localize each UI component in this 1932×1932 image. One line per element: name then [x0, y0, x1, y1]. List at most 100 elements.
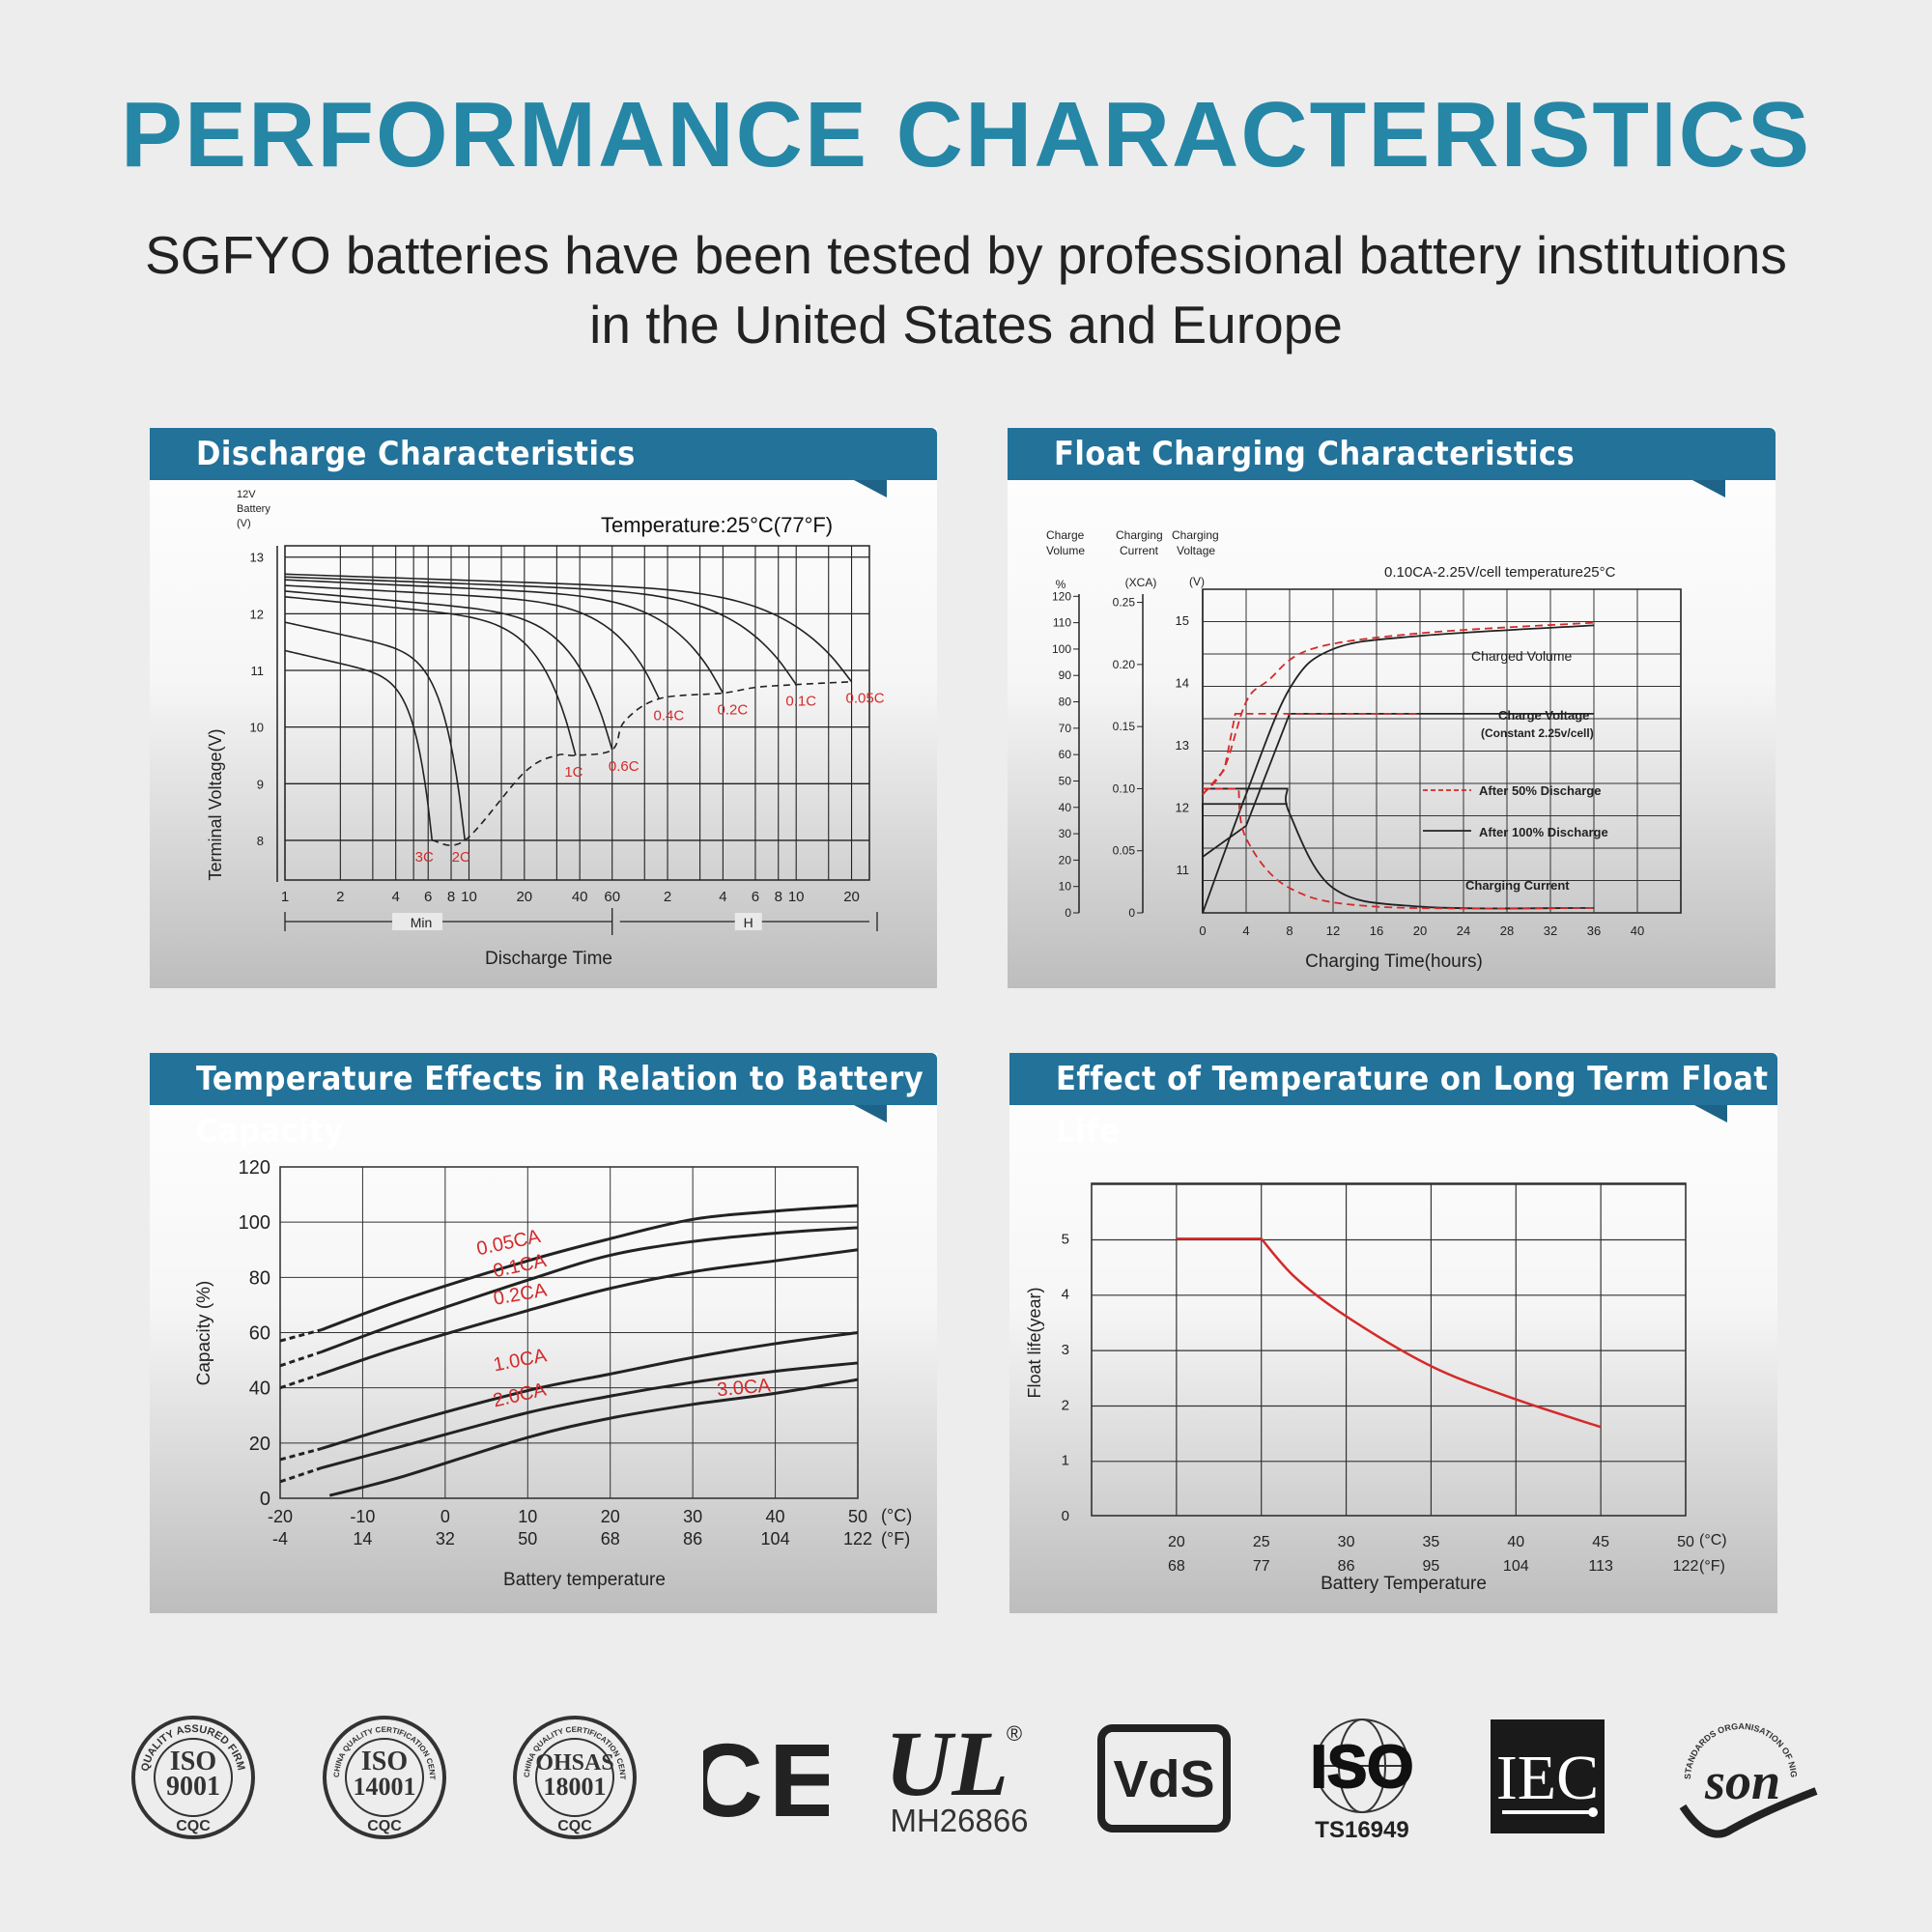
discharge-curve-0.4C: [284, 584, 661, 699]
volume-tick-label: 30: [1059, 827, 1072, 840]
axis-header: Current: [1120, 544, 1159, 557]
y-tick-label: 80: [249, 1267, 270, 1289]
current-tick-label: 0.25: [1113, 596, 1136, 610]
x-unit-c: (°C): [1699, 1532, 1727, 1548]
x-tick-label: 6: [424, 889, 432, 905]
x-unit-min: Min: [411, 915, 433, 930]
x-unit-h: H: [744, 915, 753, 930]
volume-tick-label: 120: [1052, 589, 1071, 603]
x-tick-label-f: 68: [601, 1529, 620, 1548]
x-tick-label: 10: [461, 889, 477, 905]
x-unit-c: (°C): [881, 1506, 912, 1525]
x-tick-label-f: 86: [683, 1529, 702, 1548]
x-tick-label: 16: [1370, 923, 1383, 938]
ce-mark: CE: [703, 1727, 829, 1833]
series-label: 1.0CA: [492, 1345, 549, 1376]
volume-tick-label: 90: [1059, 668, 1072, 682]
logo-line2: 14001: [354, 1773, 416, 1801]
axis-header: Charge: [1046, 528, 1085, 542]
series-label: 1C: [564, 764, 582, 781]
iso-ts-code: TS16949: [1315, 1817, 1408, 1843]
series-line-cold-1.0CA: [279, 1447, 323, 1462]
legend-label: After 100% Discharge: [1479, 825, 1608, 839]
y-tick-label: 8: [257, 834, 264, 848]
x-tick-label-c: 20: [1168, 1534, 1185, 1550]
axis-header: (V): [1189, 575, 1205, 588]
float-life-chart: 0123452068257730863595401044511350122(°C…: [1025, 1182, 1727, 1594]
x-tick-label-c: 20: [601, 1507, 620, 1526]
x-tick-label-f: 14: [353, 1529, 372, 1548]
legend-label: After 50% Discharge: [1479, 783, 1601, 798]
y-tick-label: 0: [1062, 1508, 1069, 1524]
temperature-capacity-panel: Temperature Effects in Relation to Batte…: [150, 1053, 937, 1613]
x-axis-title: Charging Time(hours): [1305, 952, 1483, 972]
discharge-curve-2C: [284, 621, 467, 841]
x-axis-title: Battery Temperature: [1321, 1574, 1487, 1594]
logo-bottom: CQC: [176, 1818, 211, 1834]
y-tick-label: 9: [257, 777, 264, 791]
x-axis-title: Discharge Time: [485, 949, 612, 969]
page-subtitle: SGFYO batteries have been tested by prof…: [0, 220, 1932, 359]
current-tick-label: 0.05: [1113, 844, 1136, 858]
cutoff-voltage-line: [432, 680, 852, 846]
x-tick-label: 6: [752, 889, 759, 905]
x-tick-label: 8: [1286, 923, 1293, 938]
charged-volume-100-line: [1202, 624, 1595, 914]
vds-logo: VdS: [1097, 1724, 1233, 1835]
x-tick-label-c: 40: [766, 1507, 785, 1526]
y-tick-label: 120: [239, 1157, 270, 1179]
current-tick-label: 0: [1128, 906, 1135, 920]
y-unit-label: 12V: [237, 489, 256, 500]
series-label: (Constant 2.25v/cell): [1481, 726, 1594, 740]
y-axis-title: Terminal Voltage(V): [206, 728, 225, 880]
chart-annotation: Temperature:25°C(77°F): [601, 513, 833, 537]
x-tick-label-f: 122: [843, 1529, 872, 1548]
y-axis-title: Float life(year): [1025, 1287, 1044, 1398]
iso14001-logo: CHINA QUALITY CERTIFICATION CENTRE ISO 1…: [322, 1710, 447, 1845]
volume-tick-label: 0: [1065, 906, 1071, 920]
voltage-tick-label: 15: [1176, 613, 1189, 628]
iso9001-logo: QUALITY ASSURED FIRM ISO 9001 CQC: [130, 1710, 256, 1845]
label-bg: [392, 913, 443, 930]
y-tick-label: 3: [1062, 1342, 1069, 1358]
discharge-curve-0.05C: [284, 573, 853, 683]
x-tick-label: 2: [664, 889, 671, 905]
x-tick-label-c: 40: [1507, 1534, 1524, 1550]
volume-tick-label: 100: [1052, 642, 1071, 656]
series-label: 0.6C: [609, 758, 639, 775]
axis-header: Charging: [1116, 528, 1163, 542]
x-tick-label-c: 0: [440, 1507, 450, 1526]
label-bg: [734, 913, 762, 930]
float-life-panel: Effect of Temperature on Long Term Float…: [1009, 1053, 1777, 1613]
voltage-tick-label: 11: [1177, 863, 1190, 877]
logo-line2: 9001: [166, 1772, 220, 1802]
subtitle-line-1: SGFYO batteries have been tested by prof…: [145, 225, 1787, 285]
x-tick-label: 24: [1457, 923, 1470, 938]
y-tick-label: 10: [250, 721, 264, 735]
axis-header: Volume: [1046, 544, 1085, 557]
iec-logo: IEC: [1491, 1719, 1606, 1835]
logo-bottom: CQC: [367, 1818, 402, 1834]
series-line-cold-0.2CA: [279, 1372, 323, 1390]
x-tick-label: 8: [447, 889, 455, 905]
y-unit-label: (V): [237, 518, 251, 529]
discharge-curve-3C: [284, 649, 434, 841]
y-tick-label: 13: [250, 551, 264, 565]
voltage-tick-label: 12: [1176, 800, 1189, 814]
series-label: 3.0CA: [716, 1375, 772, 1401]
x-tick-label: 0: [1199, 923, 1206, 938]
discharge-curve-1C: [284, 595, 577, 756]
volume-tick-label: 50: [1059, 774, 1072, 787]
iso-mark: ISO: [1311, 1734, 1414, 1801]
x-tick-label-f: 95: [1423, 1558, 1440, 1575]
panel-header: Temperature Effects in Relation to Batte…: [150, 1053, 937, 1151]
ul-mark: UL: [887, 1712, 1009, 1815]
iso-ts16949-logo: ISO TS16949: [1294, 1710, 1430, 1845]
x-tick-label: 40: [572, 889, 588, 905]
series-label: 0.4C: [653, 707, 684, 724]
discharge-panel: Discharge Characteristics Temperature:25…: [150, 428, 937, 988]
son-logo: STANDARDS ORGANISATION OF NIGERIA son: [1669, 1710, 1824, 1845]
x-axis-title: Battery temperature: [503, 1570, 666, 1590]
series-line-3.0CA: [328, 1378, 859, 1497]
subtitle-line-2: in the United States and Europe: [589, 295, 1343, 355]
